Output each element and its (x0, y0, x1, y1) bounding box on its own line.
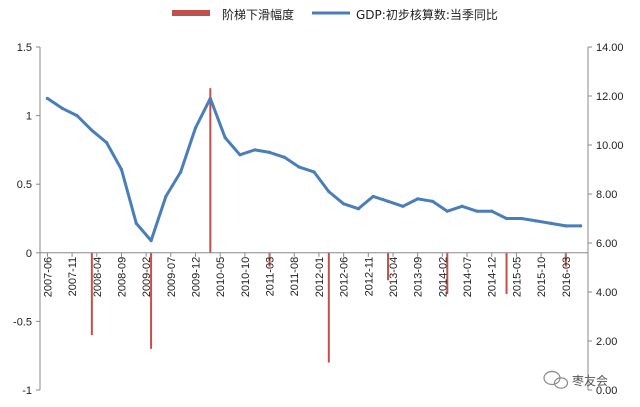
left-tick-label: 1.5 (17, 42, 32, 54)
x-tick-label: 2014-07 (462, 257, 474, 297)
right-tick-label: 10.00 (596, 140, 624, 152)
right-tick-label: 6.00 (596, 238, 617, 250)
left-tick-label: -0.5 (13, 316, 32, 328)
x-tick-label: 2007-11 (67, 257, 79, 297)
gdp-point (475, 209, 479, 213)
gdp-point (45, 96, 50, 101)
bar (268, 252, 271, 267)
gdp-point (282, 155, 286, 159)
x-tick-label: 2014-12 (487, 257, 499, 297)
gdp-point (105, 140, 109, 145)
gdp-point (312, 170, 316, 174)
x-tick-label: 2008-04 (92, 257, 104, 297)
gdp-point (356, 207, 361, 211)
gdp-point (504, 216, 509, 221)
gdp-point (416, 197, 420, 201)
right-tick-label: 14.00 (596, 42, 624, 54)
gdp-line (45, 96, 583, 243)
legend-bar-swatch (172, 10, 210, 16)
left-tick-label: 1 (26, 111, 32, 123)
x-tick-label: 2009-07 (166, 257, 178, 297)
watermark-text: 枣友会 (572, 374, 608, 388)
bar (327, 252, 330, 363)
gdp-point (223, 136, 227, 140)
gdp-point (134, 221, 138, 225)
x-tick-label: 2016-03 (561, 257, 573, 297)
x-tick-label: 2009-02 (141, 257, 153, 297)
x-tick-label: 2014-02 (437, 257, 449, 297)
gdp-point (430, 199, 435, 203)
x-tick-label: 2015-05 (511, 257, 523, 297)
gdp-point (578, 224, 583, 228)
x-tick-label: 2011-03 (265, 257, 277, 297)
gdp-point (119, 167, 124, 172)
x-tick-label: 2010-05 (215, 257, 227, 297)
x-axis-ticks: 2007-06 2007-11 2008-04 2008-09 2009-02 2009-… (42, 252, 573, 297)
x-tick-label: 2007-06 (42, 257, 54, 297)
x-tick-label: 2015-10 (536, 257, 548, 297)
legend: 阶梯下滑幅度 GDP:初步核算数:当季同比 (172, 7, 498, 22)
legend-line-label: GDP:初步核算数:当季同比 (356, 7, 498, 22)
bar (387, 252, 390, 281)
gdp-point (534, 219, 538, 223)
gdp-point (445, 209, 449, 213)
gdp-point (238, 153, 242, 157)
right-tick-label: 12.00 (596, 91, 624, 103)
gdp-point (549, 221, 553, 225)
bar (505, 252, 508, 294)
bar-series (90, 88, 567, 363)
x-tick-label: 2012-06 (339, 257, 351, 297)
legend-bar-label: 阶梯下滑幅度 (222, 7, 294, 22)
bar (446, 252, 449, 294)
gdp-point (564, 224, 568, 228)
gdp-point (179, 170, 183, 174)
right-tick-label: 0.00 (596, 385, 617, 397)
gdp-point (267, 150, 272, 154)
gdp-point (297, 165, 301, 169)
line-series (45, 96, 583, 243)
right-tick-label: 4.00 (596, 287, 617, 299)
gdp-point (253, 148, 257, 152)
gdp-point (75, 114, 79, 118)
bar (209, 88, 212, 253)
gdp-point (460, 204, 464, 208)
gdp-point (193, 126, 198, 130)
gdp-point (60, 106, 64, 110)
right-axis-ticks: 0.00 2.00 4.00 6.00 8.00 10.00 12.00 14.00 (588, 42, 624, 397)
bar (564, 252, 567, 267)
x-tick-label: 2011-08 (289, 257, 301, 297)
left-axis-ticks: -1 -0.5 0 0.5 1 1.5 (13, 42, 40, 397)
left-tick-label: 0.5 (17, 179, 32, 191)
x-tick-label: 2010-10 (240, 257, 252, 297)
gdp-point (149, 238, 153, 243)
bar (90, 252, 93, 336)
gdp-point (90, 128, 94, 132)
bar (150, 252, 153, 349)
x-tick-label: 2013-09 (413, 257, 425, 297)
gdp-point (327, 189, 331, 194)
gdp-point (401, 204, 405, 208)
gdp-point (490, 209, 494, 213)
x-tick-label: 2008-09 (116, 257, 128, 297)
watermark: 枣友会 (543, 370, 608, 389)
right-tick-label: 8.00 (596, 189, 617, 201)
x-tick-label: 2009-12 (191, 257, 203, 297)
x-tick-label: 2012-01 (314, 257, 326, 297)
gdp-point (371, 194, 375, 199)
gdp-point (164, 194, 168, 199)
right-tick-label: 2.00 (596, 336, 617, 348)
x-tick-label: 2013-04 (388, 257, 400, 297)
axes (39, 47, 589, 390)
left-tick-label: -1 (22, 385, 32, 397)
x-tick-label: 2012-11 (363, 257, 375, 297)
gdp-point (386, 199, 390, 203)
gdp-point (342, 202, 346, 206)
wechat-icon (543, 370, 569, 389)
left-tick-label: 0 (26, 248, 32, 260)
gdp-point (519, 216, 523, 221)
gdp-point (208, 96, 212, 101)
